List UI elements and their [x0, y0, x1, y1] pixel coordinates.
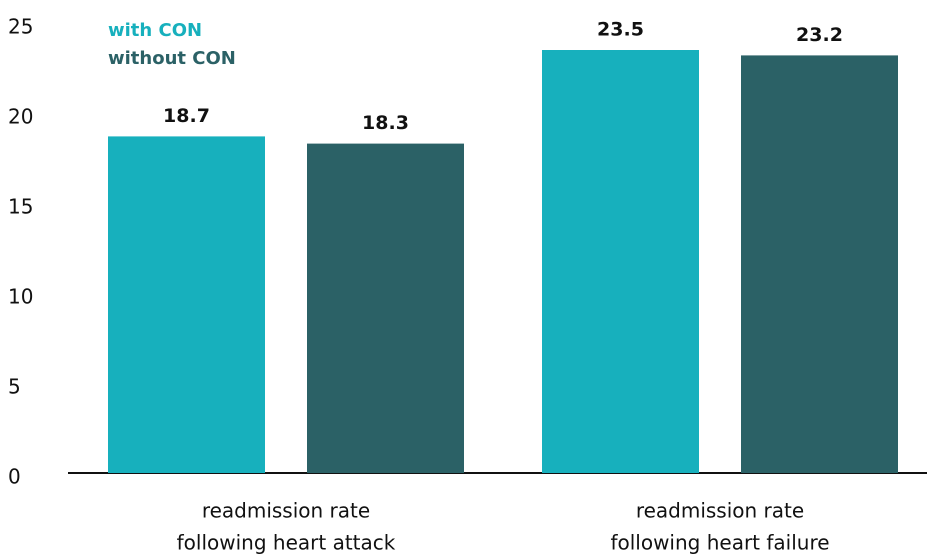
- x-tick-label: readmission rate: [636, 499, 804, 523]
- bar: [542, 50, 699, 473]
- y-tick-label: 25: [8, 15, 33, 39]
- value-label: 23.5: [597, 19, 644, 41]
- y-tick-label: 5: [8, 375, 21, 399]
- legend-entry: with CON: [108, 20, 202, 41]
- bar: [741, 55, 898, 474]
- bar: [307, 143, 464, 473]
- x-tick-label: readmission rate: [202, 499, 370, 523]
- legend-entry: without CON: [108, 48, 236, 69]
- x-tick-label: following heart failure: [610, 531, 829, 555]
- y-tick-label: 10: [8, 285, 33, 309]
- y-tick-label: 0: [8, 465, 21, 489]
- y-tick-label: 20: [8, 105, 33, 129]
- value-label: 23.2: [796, 24, 843, 46]
- bar: [108, 136, 265, 473]
- x-tick-label: following heart attack: [177, 531, 396, 555]
- y-tick-label: 15: [8, 195, 33, 219]
- value-label: 18.7: [163, 105, 210, 127]
- value-label: 18.3: [362, 112, 409, 134]
